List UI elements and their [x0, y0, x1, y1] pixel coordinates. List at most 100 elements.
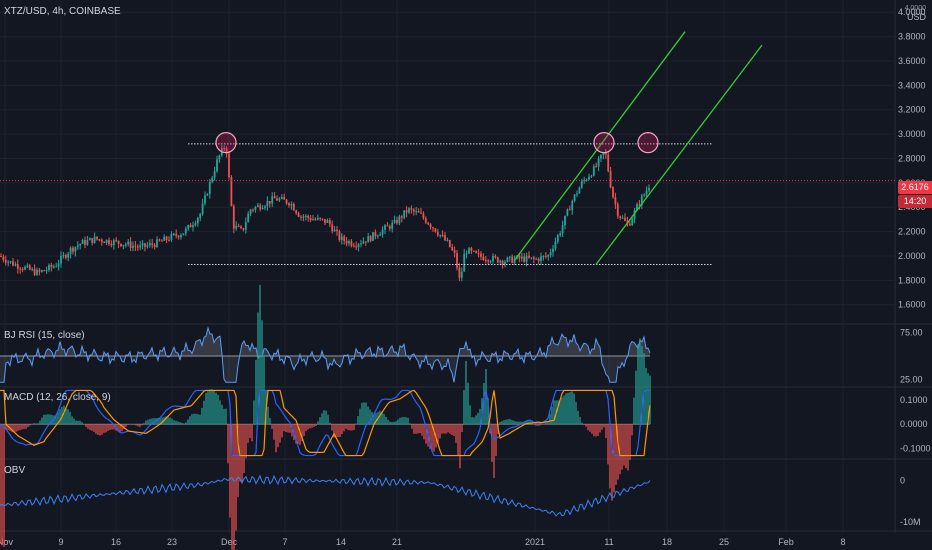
candle-countdown-tag: 14:20 [898, 195, 932, 208]
candle-body [636, 204, 638, 211]
candle-body [600, 154, 602, 159]
rsi-fill [216, 337, 218, 356]
macd-histogram-bar [495, 424, 497, 457]
macd-histogram-bar [169, 417, 171, 425]
currency-label: USD [906, 12, 926, 22]
candle-body [494, 255, 497, 258]
candle-body [566, 209, 569, 216]
candle-body [309, 217, 312, 221]
macd-histogram-bar [639, 338, 641, 425]
candle-body [420, 212, 422, 214]
rsi-fill [200, 339, 202, 356]
macd-histogram-bar [549, 413, 551, 425]
rsi-indicator-label[interactable]: BJ RSI (15, close) [4, 330, 85, 341]
rsi-fill [196, 340, 198, 356]
candle-body [508, 256, 511, 258]
macd-histogram-bar [27, 424, 29, 427]
macd-histogram-bar [539, 424, 541, 426]
candle-body [386, 225, 389, 227]
macd-histogram-bar [297, 424, 299, 445]
candle-body [124, 244, 127, 246]
macd-histogram-bar [311, 424, 313, 428]
macd-histogram-bar [135, 424, 137, 426]
macd-histogram-bar [397, 419, 399, 425]
candle-body [127, 241, 130, 245]
macd-histogram-bar [547, 421, 549, 425]
rsi-fill [570, 340, 572, 356]
macd-histogram-bar [645, 367, 647, 425]
rsi-fill [618, 356, 620, 368]
candle-body [549, 252, 552, 256]
macd-histogram-bar [217, 394, 219, 425]
candle-body [559, 233, 562, 236]
macd-histogram-bar [51, 414, 53, 425]
obv-indicator-label[interactable]: OBV [4, 465, 26, 476]
macd-histogram-bar [421, 424, 423, 436]
candle-body [312, 219, 314, 221]
candle-body [62, 255, 65, 257]
candle-body [362, 241, 365, 244]
macd-histogram-bar [261, 320, 263, 425]
candle-body [292, 203, 295, 211]
x-tick-label: 9 [58, 537, 63, 547]
macd-histogram-bar [25, 424, 27, 429]
rsi-fill [70, 345, 72, 356]
candle-body [520, 256, 523, 259]
candle-body [14, 264, 17, 266]
candle-body [585, 179, 588, 181]
x-tick-label: 14 [336, 537, 346, 547]
macd-histogram-bar [433, 424, 435, 452]
candle-body [204, 195, 206, 204]
macd-histogram-bar [607, 424, 609, 465]
rsi-fill [632, 341, 634, 356]
macd-histogram-bar [167, 416, 169, 425]
candle-body [134, 245, 137, 247]
macd-histogram-bar [203, 400, 205, 425]
macd-indicator-label[interactable]: MACD (12, 26, close, 9) [4, 392, 111, 403]
candle-body [168, 239, 170, 241]
x-tick-label: 2021 [525, 537, 545, 547]
candle-body [412, 209, 415, 212]
macd-histogram-bar [353, 424, 355, 431]
candle-body [223, 148, 226, 150]
candle-body [441, 234, 444, 236]
candle-body [2, 256, 5, 260]
macd-histogram-bar [381, 411, 383, 425]
candle-body [477, 252, 480, 254]
macd-histogram-bar [609, 424, 611, 489]
candle-body [573, 194, 576, 201]
macd-histogram-bar [229, 424, 231, 518]
macd-histogram-bar [579, 417, 581, 425]
candle-body [638, 204, 641, 206]
rsi-fill [68, 347, 70, 356]
candle-body [511, 256, 514, 263]
macd-histogram-bar [351, 424, 353, 431]
macd-histogram-bar [401, 417, 403, 425]
candle-body [429, 224, 432, 228]
rsi-fill [330, 356, 332, 366]
channel-line [514, 31, 686, 261]
macd-histogram-bar [367, 406, 369, 425]
rsi-fill [56, 350, 58, 356]
macd-histogram-bar [147, 419, 149, 425]
macd-histogram-bar [523, 421, 525, 425]
macd-histogram-bar [185, 422, 187, 425]
rsi-fill [194, 341, 196, 356]
rsi-fill [608, 356, 610, 383]
rsi-fill [462, 348, 464, 356]
candle-body [448, 240, 451, 248]
macd-histogram-bar [583, 424, 585, 425]
candle-body [163, 236, 166, 241]
macd-histogram-bar [201, 407, 203, 425]
candle-body [468, 248, 470, 254]
candle-body [144, 243, 146, 247]
macd-histogram-bar [619, 424, 621, 475]
candle-body [518, 255, 521, 259]
macd-histogram-bar [599, 424, 601, 433]
macd-histogram-bar [275, 424, 277, 453]
macd-histogram-bar [425, 424, 427, 444]
macd-histogram-bar [145, 420, 147, 425]
macd-histogram-bar [551, 406, 553, 425]
candle-body [345, 240, 348, 244]
